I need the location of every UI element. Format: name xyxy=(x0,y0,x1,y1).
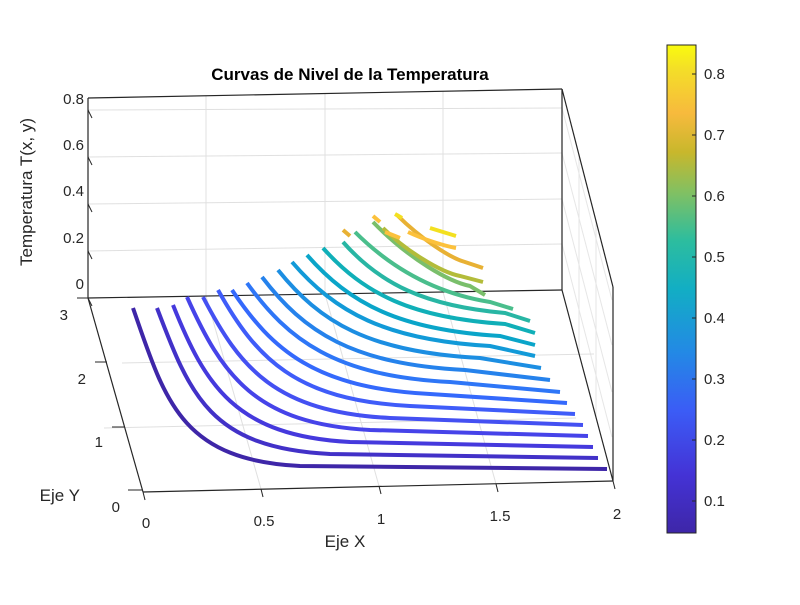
contour-line xyxy=(353,230,514,311)
colorbar-tick-label: 0.1 xyxy=(704,493,725,510)
contour-line xyxy=(131,307,608,471)
contour-line xyxy=(201,296,584,427)
contour-line xyxy=(395,213,484,270)
z-axis-label: Temperatura T(x, y) xyxy=(17,118,36,266)
x-axis-label: Eje X xyxy=(325,532,366,551)
chart-title: Curvas de Nivel de la Temperatura xyxy=(211,65,489,84)
colorbar-tick-label: 0.4 xyxy=(704,310,725,327)
contour-line xyxy=(371,220,487,297)
x-tick-label: 2 xyxy=(613,506,621,523)
x-tick-label: 1.5 xyxy=(490,508,511,525)
colorbar: 0.1 0.2 0.3 0.4 0.5 0.6 0.7 0.8 xyxy=(666,44,725,534)
contour-line xyxy=(155,307,599,460)
contour-line xyxy=(429,226,457,238)
z-tick-label: 0.2 xyxy=(63,230,84,247)
contour-line xyxy=(371,214,382,224)
contour-line xyxy=(245,281,561,394)
contour-line xyxy=(216,289,576,416)
contour-line xyxy=(171,304,594,449)
colorbar-tick-label: 0.3 xyxy=(704,371,725,388)
contour-line xyxy=(276,268,542,370)
z-tick-label: 0 xyxy=(76,276,84,293)
y-tick-label: 1 xyxy=(95,434,103,451)
z-axis: 0 0.2 0.4 0.6 0.8 Temperatura T(x, y) xyxy=(17,91,93,307)
colorbar-gradient xyxy=(666,44,697,534)
floor-grid xyxy=(103,291,595,490)
contour-line xyxy=(230,288,568,405)
x-tick-label: 0 xyxy=(142,515,150,532)
colorbar-tick-label: 0.7 xyxy=(704,127,725,144)
contour-line xyxy=(321,246,536,335)
colorbar-tick-label: 0.5 xyxy=(704,249,725,266)
y-tick-label: 2 xyxy=(78,371,86,388)
contour-line xyxy=(260,275,551,382)
colorbar-tick-label: 0.2 xyxy=(704,432,725,449)
contour-line xyxy=(290,260,536,358)
z-tick-label: 0.4 xyxy=(63,183,84,200)
contour-line xyxy=(341,240,531,323)
contour-line xyxy=(384,230,401,240)
colorbar-tick-label: 0.6 xyxy=(704,188,725,205)
y-tick-label: 0 xyxy=(112,499,120,516)
x-axis: 0 0.5 1 1.5 2 Eje X xyxy=(142,480,621,551)
contour-lines xyxy=(131,212,608,471)
colorbar-tick-label: 0.8 xyxy=(704,66,725,83)
contour-line xyxy=(305,253,536,347)
back-wall xyxy=(87,89,613,438)
z-tick-label: 0.6 xyxy=(63,137,84,154)
x-tick-label: 1 xyxy=(377,511,385,528)
contour-line xyxy=(185,296,589,438)
y-tick-label: 3 xyxy=(60,307,68,324)
y-axis-label: Eje Y xyxy=(40,486,80,505)
contour-line xyxy=(341,228,352,238)
contour-line xyxy=(394,212,403,220)
axes-box xyxy=(87,88,614,493)
y-axis: 0 1 2 3 Eje Y xyxy=(40,297,143,516)
z-tick-label: 0.8 xyxy=(63,91,84,108)
x-tick-label: 0.5 xyxy=(254,513,275,530)
contour-line xyxy=(407,230,457,250)
